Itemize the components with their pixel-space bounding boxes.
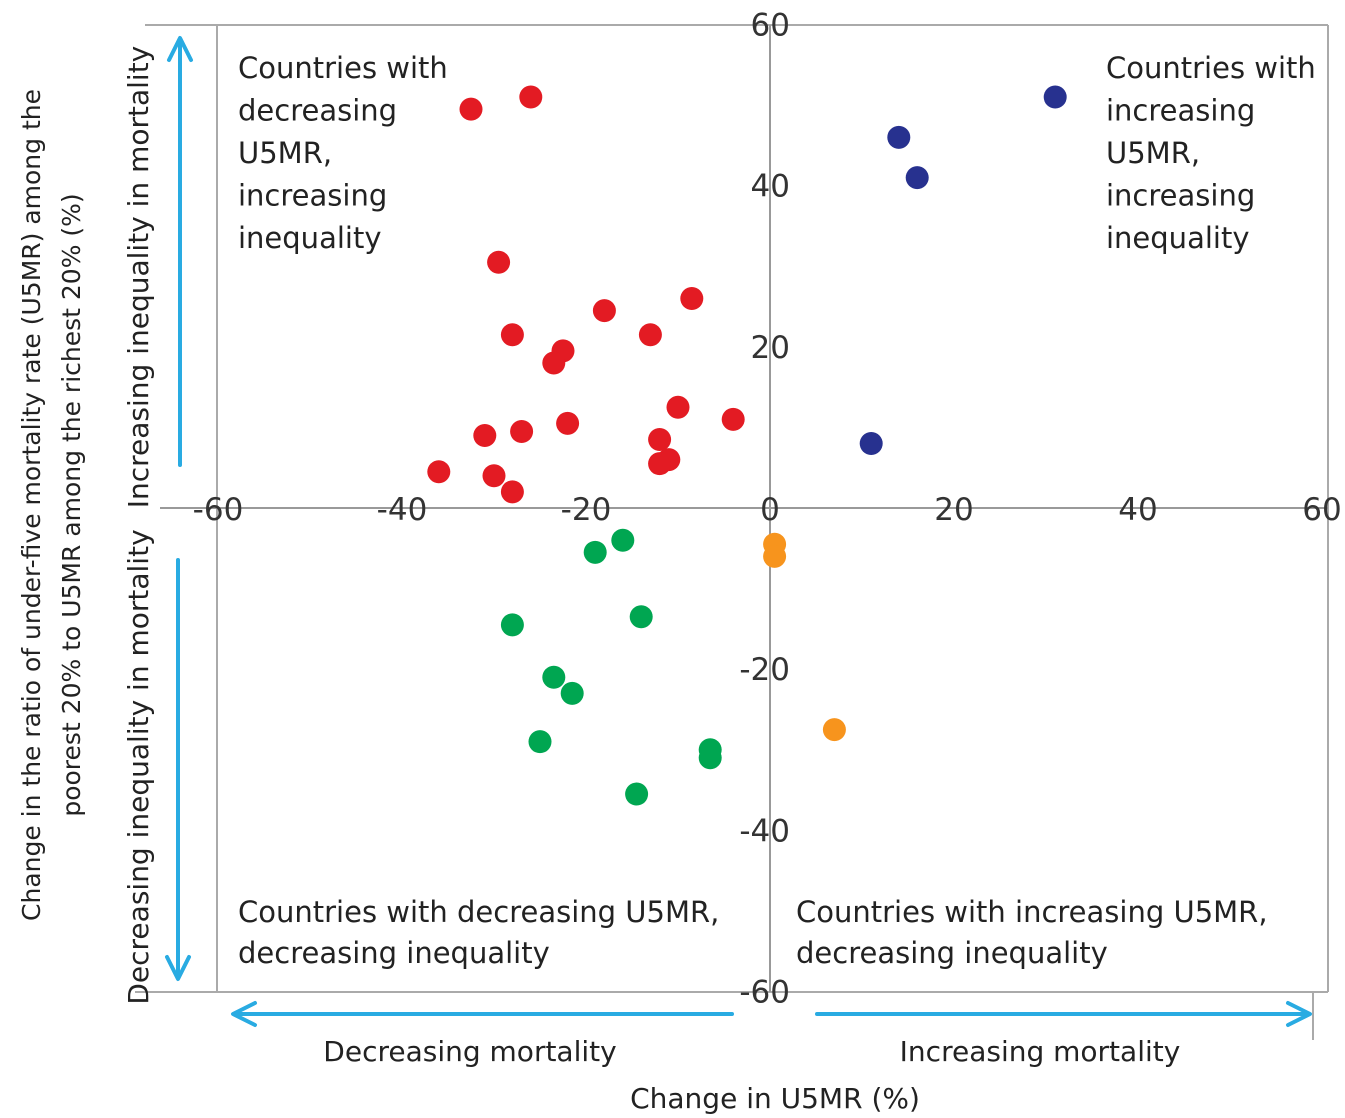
annotation-top-left: Countries with decreasing U5MR, increasing i…	[238, 51, 448, 255]
y-tick-label: 20	[751, 330, 790, 366]
data-point	[542, 351, 566, 375]
data-points	[427, 85, 1067, 806]
arrow-right-icon	[815, 1001, 1312, 1027]
data-point	[905, 166, 929, 190]
annotation-line: decreasing inequality	[796, 936, 1108, 970]
x-tick-label: 40	[1118, 492, 1157, 528]
data-point	[500, 323, 524, 347]
data-point	[560, 681, 584, 705]
annotation-top-right: Countries with increasing U5MR, increasing i…	[1106, 51, 1316, 255]
annotation-line: increasing	[1106, 94, 1255, 128]
annotation-line: Countries with	[1106, 51, 1316, 85]
y-axis-title-line-2: poorest 20% to U5MR among the richest 20…	[57, 193, 86, 816]
annotation-line: increasing	[1106, 179, 1255, 213]
data-point	[680, 286, 704, 310]
arrow-right-label: Increasing mortality	[900, 1035, 1181, 1068]
y-tick-label: 60	[751, 8, 790, 44]
data-point	[648, 452, 672, 476]
y-tick-label: -40	[739, 813, 790, 849]
arrow-up-label: Increasing inequality in mortality	[122, 46, 155, 509]
arrow-up-icon	[167, 36, 193, 467]
x-tick-label: -60	[193, 492, 244, 528]
x-axis-title: Change in U5MR (%)	[630, 1082, 920, 1115]
data-point	[427, 460, 451, 484]
data-point	[625, 782, 649, 806]
arrow-left-icon	[231, 1001, 734, 1027]
data-point	[638, 323, 662, 347]
data-point	[482, 464, 506, 488]
annotation-line: U5MR,	[238, 136, 332, 170]
data-point	[500, 480, 524, 504]
annotation-line: Countries with decreasing U5MR,	[238, 895, 719, 929]
annotation-line: inequality	[1106, 221, 1250, 255]
y-tick-labels: 60 40 20 -20 -40 -60	[739, 8, 790, 1011]
annotation-line: Countries with	[238, 51, 448, 85]
x-tick-label: -20	[561, 492, 612, 528]
annotation-line: decreasing	[238, 94, 397, 128]
annotation-line: Countries with increasing U5MR,	[796, 895, 1268, 929]
arrow-left-label: Decreasing mortality	[323, 1035, 616, 1068]
data-point	[510, 419, 534, 443]
data-point	[698, 746, 722, 770]
data-point	[473, 423, 497, 447]
data-point	[487, 250, 511, 274]
data-point	[887, 125, 911, 149]
y-tick-label: 40	[751, 169, 790, 205]
data-point	[583, 540, 607, 564]
annotation-line: increasing	[238, 179, 387, 213]
data-point	[763, 544, 787, 568]
data-point	[542, 665, 566, 689]
y-axis-title-line-1: Change in the ratio of under-five mortal…	[17, 89, 46, 921]
arrow-down-label: Decreasing inequality in mortality	[122, 529, 155, 1004]
data-point	[666, 395, 690, 419]
data-point	[592, 299, 616, 323]
data-point	[556, 411, 580, 435]
data-point	[459, 97, 483, 121]
data-point	[721, 407, 745, 431]
annotation-bottom-right: Countries with increasing U5MR, decreasin…	[796, 895, 1268, 970]
data-point	[822, 718, 846, 742]
annotation-line: inequality	[238, 221, 382, 255]
data-point	[629, 605, 653, 629]
data-point	[528, 730, 552, 754]
arrow-down-icon	[165, 558, 191, 981]
x-tick-labels: -60 -40 -20 0 20 40 60	[193, 492, 1342, 528]
data-point	[611, 528, 635, 552]
data-point	[859, 432, 883, 456]
data-point	[1043, 85, 1067, 109]
annotation-bottom-left: Countries with decreasing U5MR, decreasin…	[238, 895, 719, 970]
data-point	[519, 85, 543, 109]
y-tick-label: -60	[739, 974, 790, 1010]
annotation-line: decreasing inequality	[238, 936, 550, 970]
x-tick-label: -40	[377, 492, 428, 528]
x-tick-label: 60	[1302, 492, 1341, 528]
plot-frame	[135, 24, 1329, 1040]
x-tick-label: 20	[934, 492, 973, 528]
data-point	[648, 428, 672, 452]
y-tick-label: -20	[739, 652, 790, 688]
x-tick-label: 0	[760, 492, 780, 528]
data-point	[500, 613, 524, 637]
annotation-line: U5MR,	[1106, 136, 1200, 170]
